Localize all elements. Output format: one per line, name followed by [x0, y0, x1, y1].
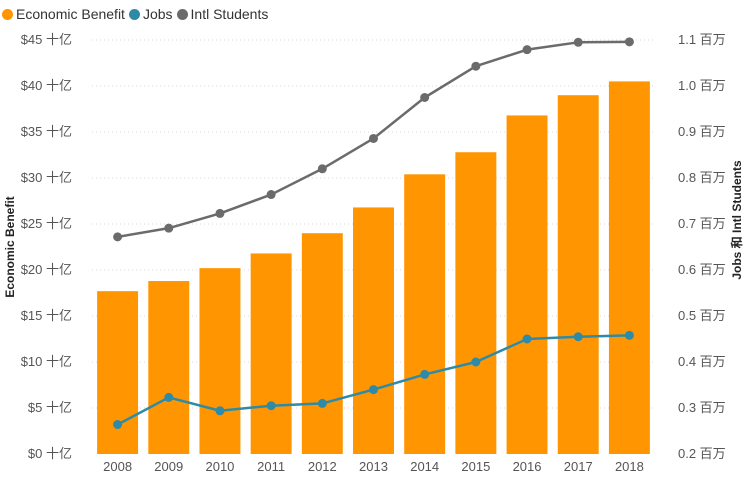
point-jobs	[471, 357, 481, 367]
bar-economic-benefit	[353, 207, 394, 454]
y-left-tick-label: $5 十亿	[28, 400, 72, 415]
y-left-tick-label: $10 十亿	[21, 354, 72, 369]
point-intl-students	[369, 133, 378, 143]
point-jobs	[317, 398, 327, 408]
x-tick-label: 2014	[410, 459, 439, 474]
y-left-tick-label: $30 十亿	[21, 170, 72, 185]
y-left-tick-label: $45 十亿	[21, 32, 72, 47]
point-intl-students	[164, 223, 174, 233]
y-right-axis-title: Jobs 和 Intl Students	[729, 160, 744, 280]
bar-economic-benefit	[199, 268, 241, 454]
x-tick-label: 2013	[359, 459, 388, 474]
point-intl-students	[573, 37, 583, 47]
point-intl-students	[215, 208, 225, 218]
point-jobs	[215, 406, 225, 416]
y-right-tick-label: 0.6 百万	[678, 262, 726, 277]
x-tick-label: 2009	[154, 459, 183, 474]
y-right-tick-label: 0.7 百万	[678, 216, 726, 231]
point-intl-students	[317, 164, 327, 174]
bar-economic-benefit	[557, 95, 599, 454]
point-intl-students	[266, 190, 276, 200]
y-left-tick-label: $0 十亿	[28, 446, 72, 461]
point-intl-students	[471, 61, 481, 71]
x-tick-label: 2010	[205, 459, 234, 474]
y-right-tick-label: 1.1 百万	[678, 32, 726, 47]
y-right-tick-label: 0.4 百万	[678, 354, 726, 369]
y-right-tick-label: 0.9 百万	[678, 124, 726, 139]
legend-marker-intl-students	[176, 8, 188, 20]
y-right-tick-label: 0.3 百万	[678, 400, 726, 415]
y-right-tick-label: 1.0 百万	[678, 78, 726, 93]
point-jobs	[624, 330, 634, 340]
point-intl-students	[113, 232, 123, 242]
legend: Economic Benefit Jobs Intl Students	[2, 6, 272, 22]
point-jobs	[164, 392, 174, 402]
bar-economic-benefit	[148, 281, 190, 454]
y-left-tick-label: $15 十亿	[21, 308, 72, 323]
x-tick-label: 2017	[564, 459, 593, 474]
point-jobs	[266, 401, 276, 411]
x-tick-label: 2012	[308, 459, 337, 474]
point-jobs	[573, 332, 583, 342]
y-left-tick-label: $40 十亿	[21, 78, 72, 93]
point-jobs	[113, 420, 123, 430]
legend-item-jobs[interactable]: Jobs	[128, 6, 173, 22]
point-intl-students	[522, 45, 532, 55]
bar-economic-benefit	[506, 115, 548, 454]
legend-label-intl-students: Intl Students	[190, 6, 269, 22]
y-left-tick-label: $20 十亿	[21, 262, 72, 277]
x-tick-label: 2016	[513, 459, 542, 474]
bar-economic-benefit	[608, 81, 650, 455]
legend-item-economic-benefit[interactable]: Economic Benefit	[2, 6, 125, 22]
bar-economic-benefit	[250, 253, 292, 454]
y-left-axis-title: Economic Benefit	[3, 196, 17, 297]
bar-economic-benefit	[301, 233, 343, 454]
y-left-tick-label: $25 十亿	[21, 216, 72, 231]
legend-label-jobs: Jobs	[142, 6, 173, 22]
x-tick-label: 2008	[103, 459, 132, 474]
y-right-tick-label: 0.2 百万	[678, 446, 726, 461]
y-right-tick-label: 0.8 百万	[678, 170, 726, 185]
x-tick-label: 2011	[257, 459, 285, 474]
legend-item-intl-students[interactable]: Intl Students	[176, 6, 269, 22]
legend-label-economic-benefit: Economic Benefit	[16, 6, 125, 22]
point-jobs	[522, 334, 532, 344]
x-tick-label: 2015	[461, 459, 490, 474]
point-intl-students	[624, 37, 634, 47]
point-jobs	[369, 385, 378, 395]
point-intl-students	[420, 93, 430, 102]
y-left-tick-label: $35 十亿	[21, 124, 72, 139]
y-right-tick-label: 0.5 百万	[678, 308, 726, 323]
legend-marker-jobs	[128, 8, 140, 20]
legend-marker-economic-benefit	[2, 8, 13, 20]
bar-economic-benefit	[97, 291, 139, 454]
point-jobs	[420, 369, 430, 379]
bar-economic-benefit	[404, 174, 446, 454]
x-tick-label: 2018	[615, 459, 644, 474]
bar-economic-benefit	[455, 152, 497, 455]
